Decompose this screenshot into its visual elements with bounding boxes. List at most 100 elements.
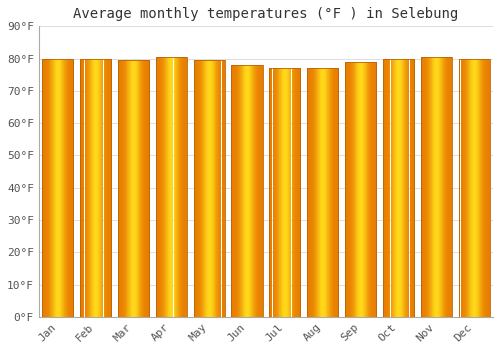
Bar bbox=[142, 60, 143, 317]
Bar bbox=[467, 58, 468, 317]
Bar bbox=[338, 68, 339, 317]
Bar bbox=[241, 65, 242, 317]
Bar bbox=[130, 60, 131, 317]
Bar bbox=[245, 65, 246, 317]
Bar bbox=[441, 57, 442, 317]
Bar bbox=[238, 65, 239, 317]
Bar bbox=[58, 58, 59, 317]
Bar bbox=[139, 60, 140, 317]
Bar bbox=[70, 58, 72, 317]
Bar bbox=[422, 57, 424, 317]
Bar bbox=[431, 57, 432, 317]
Bar bbox=[345, 62, 346, 317]
Bar bbox=[488, 58, 489, 317]
Bar bbox=[204, 60, 205, 317]
Bar bbox=[249, 65, 250, 317]
Bar bbox=[315, 68, 316, 317]
Bar bbox=[366, 62, 367, 317]
Bar bbox=[336, 68, 337, 317]
Bar bbox=[51, 58, 52, 317]
Bar bbox=[183, 57, 184, 317]
Bar bbox=[370, 62, 371, 317]
Bar bbox=[318, 68, 319, 317]
Bar bbox=[393, 58, 394, 317]
Bar bbox=[166, 57, 167, 317]
Bar bbox=[486, 58, 487, 317]
Bar bbox=[146, 60, 147, 317]
Bar bbox=[359, 62, 360, 317]
Bar bbox=[123, 60, 124, 317]
Bar bbox=[125, 60, 126, 317]
Bar bbox=[332, 68, 333, 317]
Bar bbox=[360, 62, 361, 317]
Bar bbox=[464, 58, 465, 317]
Bar bbox=[286, 68, 287, 317]
Bar bbox=[168, 57, 169, 317]
Bar bbox=[187, 57, 188, 317]
Bar bbox=[400, 58, 402, 317]
Bar bbox=[131, 60, 132, 317]
Bar bbox=[316, 68, 318, 317]
Bar bbox=[220, 60, 221, 317]
Bar bbox=[461, 58, 462, 317]
Bar bbox=[478, 58, 479, 317]
Bar bbox=[156, 57, 187, 317]
Bar bbox=[392, 58, 393, 317]
Bar bbox=[138, 60, 139, 317]
Bar bbox=[232, 65, 262, 317]
Bar bbox=[459, 58, 460, 317]
Bar bbox=[176, 57, 178, 317]
Bar bbox=[434, 57, 436, 317]
Bar bbox=[398, 58, 400, 317]
Bar bbox=[323, 68, 324, 317]
Bar bbox=[248, 65, 249, 317]
Bar bbox=[389, 58, 390, 317]
Bar bbox=[243, 65, 244, 317]
Bar bbox=[82, 58, 83, 317]
Bar bbox=[53, 58, 54, 317]
Bar bbox=[236, 65, 237, 317]
Bar bbox=[214, 60, 215, 317]
Bar bbox=[98, 58, 99, 317]
Bar bbox=[440, 57, 441, 317]
Bar bbox=[260, 65, 261, 317]
Bar bbox=[450, 57, 451, 317]
Bar bbox=[215, 60, 216, 317]
Bar bbox=[253, 65, 254, 317]
Bar bbox=[484, 58, 485, 317]
Bar bbox=[104, 58, 105, 317]
Bar bbox=[61, 58, 62, 317]
Bar bbox=[371, 62, 372, 317]
Bar bbox=[108, 58, 109, 317]
Bar bbox=[66, 58, 67, 317]
Title: Average monthly temperatures (°F ) in Selebung: Average monthly temperatures (°F ) in Se… bbox=[74, 7, 458, 21]
Bar bbox=[312, 68, 313, 317]
Bar bbox=[272, 68, 273, 317]
Bar bbox=[221, 60, 222, 317]
Bar bbox=[194, 60, 224, 317]
Bar bbox=[275, 68, 276, 317]
Bar bbox=[426, 57, 427, 317]
Bar bbox=[156, 57, 157, 317]
Bar bbox=[119, 60, 120, 317]
Bar bbox=[86, 58, 87, 317]
Bar bbox=[361, 62, 362, 317]
Bar bbox=[372, 62, 373, 317]
Bar bbox=[384, 58, 385, 317]
Bar bbox=[436, 57, 437, 317]
Bar bbox=[200, 60, 201, 317]
Bar bbox=[42, 58, 74, 317]
Bar bbox=[252, 65, 253, 317]
Bar bbox=[479, 58, 480, 317]
Bar bbox=[348, 62, 349, 317]
Bar bbox=[132, 60, 133, 317]
Bar bbox=[202, 60, 203, 317]
Bar bbox=[284, 68, 285, 317]
Bar bbox=[50, 58, 51, 317]
Bar bbox=[111, 58, 112, 317]
Bar bbox=[280, 68, 281, 317]
Bar bbox=[394, 58, 395, 317]
Bar bbox=[92, 58, 94, 317]
Bar bbox=[349, 62, 350, 317]
Bar bbox=[480, 58, 481, 317]
